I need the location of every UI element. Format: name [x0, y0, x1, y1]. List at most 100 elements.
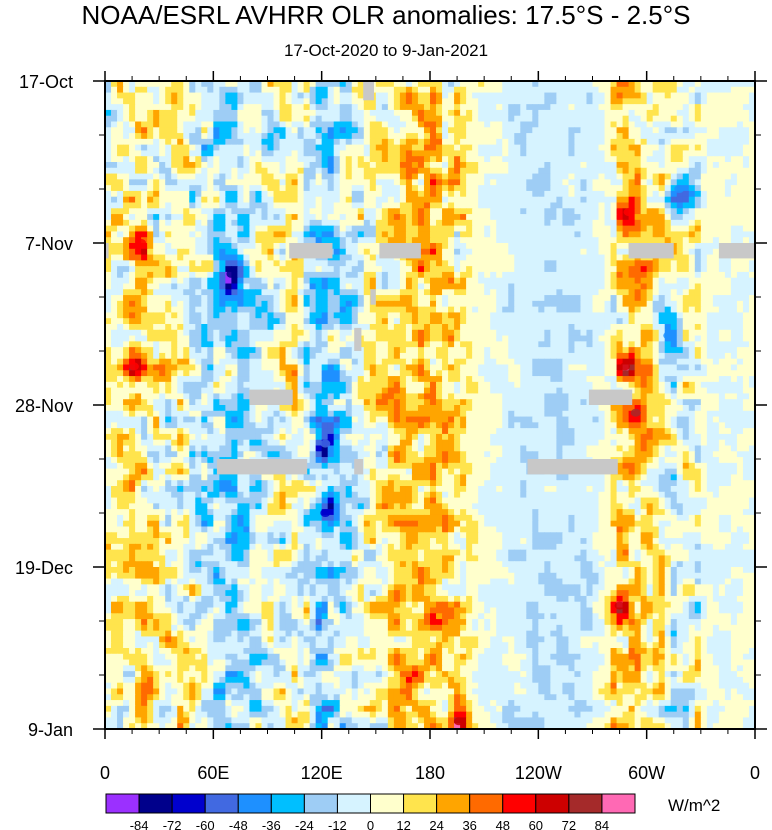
heat-cell	[706, 312, 714, 319]
heat-cell	[243, 219, 251, 227]
heat-cell	[724, 335, 732, 342]
heat-cell	[736, 289, 744, 296]
heat-cell	[526, 173, 533, 180]
heat-cell	[436, 277, 443, 285]
heat-cell	[598, 86, 606, 94]
heat-cell	[285, 306, 293, 314]
heat-cell	[237, 341, 245, 348]
heat-cell	[165, 231, 172, 238]
heat-cell	[261, 179, 269, 186]
heat-cell	[658, 341, 666, 348]
heat-cell	[514, 214, 521, 221]
heat-cell	[496, 179, 503, 186]
heat-cell	[171, 306, 178, 314]
heat-cell	[694, 162, 702, 169]
heat-cell	[309, 231, 317, 238]
heat-cell	[423, 109, 431, 117]
heat-cell	[285, 312, 293, 319]
heat-cell	[592, 341, 600, 348]
heat-cell	[700, 260, 708, 267]
heat-cell	[460, 133, 467, 140]
heat-cell	[345, 318, 353, 325]
heat-cell	[327, 335, 335, 342]
heat-cell	[706, 150, 714, 157]
heat-cell	[351, 81, 359, 88]
heat-cell	[207, 127, 214, 134]
heat-cell	[694, 150, 702, 157]
heat-cell	[141, 341, 148, 348]
heat-cell	[694, 156, 702, 163]
heat-cell	[532, 121, 539, 128]
heat-cell	[147, 329, 154, 337]
heat-cell	[351, 104, 359, 111]
heat-cell	[171, 150, 178, 157]
heat-cell	[141, 335, 148, 342]
heat-cell	[159, 167, 166, 175]
heat-cell	[123, 202, 130, 209]
heat-cell	[616, 243, 624, 250]
heat-cell	[105, 324, 112, 331]
heat-cell	[568, 283, 576, 290]
heat-cell	[496, 98, 503, 105]
heat-cell	[652, 121, 660, 128]
heat-cell	[123, 109, 130, 117]
heat-cell	[183, 271, 190, 279]
heat-cell	[405, 138, 413, 146]
heat-cell	[520, 324, 527, 331]
heat-cell	[694, 289, 702, 296]
heat-cell	[478, 133, 485, 140]
heat-cell	[213, 324, 220, 331]
heat-cell	[448, 329, 455, 337]
heat-cell	[508, 179, 515, 186]
heat-cell	[369, 185, 377, 192]
heat-cell	[297, 179, 305, 186]
heat-cell	[694, 335, 702, 342]
heat-cell	[243, 208, 251, 215]
heat-cell	[159, 92, 166, 99]
heat-cell	[171, 266, 178, 273]
heat-cell	[706, 254, 714, 261]
heat-cell	[123, 162, 130, 169]
heat-cell	[616, 86, 624, 94]
heat-cell	[556, 179, 564, 186]
heat-cell	[706, 81, 714, 88]
heat-cell	[333, 283, 341, 290]
heat-cell	[369, 283, 377, 290]
heat-cell	[279, 214, 287, 221]
heat-cell	[135, 254, 142, 261]
heat-cell	[688, 121, 696, 128]
heat-cell	[460, 86, 467, 94]
heat-cell	[718, 92, 726, 99]
heat-cell	[327, 237, 335, 244]
heat-cell	[544, 260, 551, 267]
heat-cell	[466, 133, 473, 140]
heat-cell	[646, 312, 654, 319]
heat-cell	[742, 306, 750, 314]
heat-cell	[105, 318, 112, 325]
heat-cell	[381, 190, 389, 198]
heat-cell	[153, 179, 160, 186]
heat-cell	[243, 167, 251, 175]
heat-cell	[129, 127, 136, 134]
heat-cell	[207, 179, 214, 186]
heat-cell	[321, 335, 329, 342]
heat-cell	[532, 173, 539, 180]
heat-cell	[219, 190, 226, 198]
heat-cell	[520, 98, 527, 105]
heat-cell	[646, 341, 654, 348]
heat-cell	[267, 260, 275, 267]
heat-cell	[556, 98, 564, 105]
heat-cell	[297, 271, 305, 279]
heat-cell	[321, 329, 329, 337]
heat-cell	[430, 271, 437, 279]
heat-cell	[333, 312, 341, 319]
heat-cell	[327, 318, 335, 325]
heat-cell	[748, 318, 756, 325]
heat-cell	[508, 289, 515, 296]
heat-cell	[273, 115, 281, 123]
heat-cell	[399, 219, 407, 227]
heat-cell	[688, 86, 696, 94]
heat-cell	[153, 185, 160, 192]
heat-cell	[153, 260, 160, 267]
heat-cell	[111, 167, 118, 175]
